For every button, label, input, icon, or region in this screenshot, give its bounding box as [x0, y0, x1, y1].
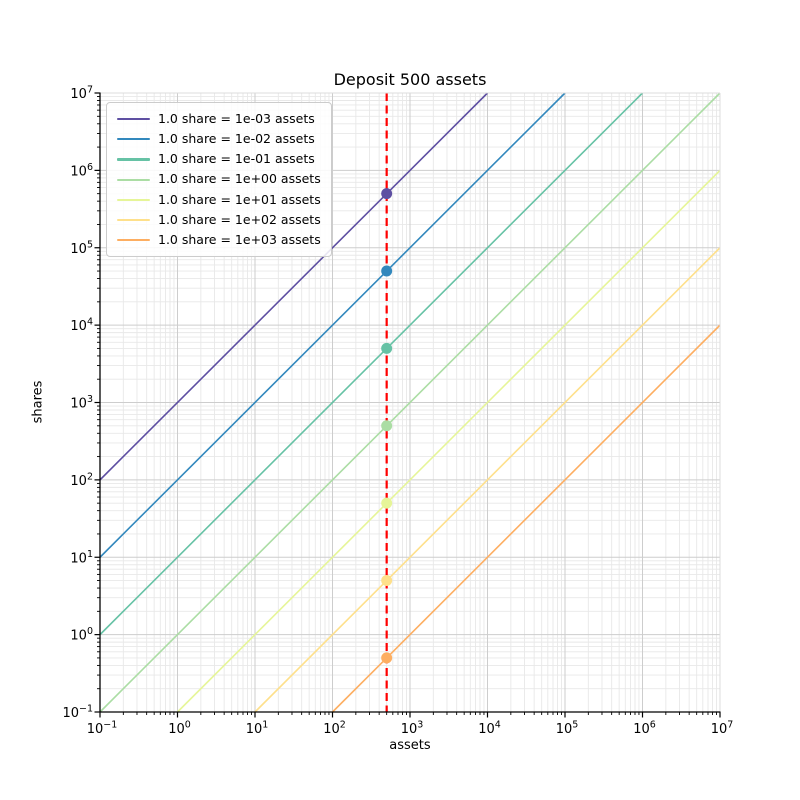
- y-tick-label: 106: [70, 162, 93, 180]
- legend-label: 1.0 share = 1e+03 assets: [158, 231, 321, 247]
- legend-line-swatch: [117, 178, 150, 181]
- x-axis-label: assets: [389, 738, 431, 753]
- legend-line-swatch: [117, 158, 150, 161]
- x-tick-label: 106: [633, 720, 656, 738]
- data-point: [381, 575, 393, 587]
- legend-entry: 1.0 share = 1e+03 assets: [117, 230, 321, 250]
- legend: 1.0 share = 1e-03 assets 1.0 share = 1e-0…: [106, 102, 332, 258]
- series-line: [176, 169, 721, 713]
- x-tick-label: 102: [323, 720, 346, 738]
- data-point: [381, 188, 393, 200]
- legend-line-swatch: [117, 138, 150, 141]
- data-point: [381, 652, 393, 664]
- y-tick-label: 107: [70, 85, 93, 103]
- legend-label: 1.0 share = 1e-01 assets: [158, 151, 315, 167]
- series-line: [99, 92, 721, 713]
- legend-label: 1.0 share = 1e-03 assets: [158, 110, 315, 126]
- legend-line-swatch: [117, 239, 150, 242]
- legend-entry: 1.0 share = 1e+01 assets: [117, 190, 321, 210]
- axis-ticks: [94, 92, 721, 718]
- data-point: [381, 342, 393, 354]
- y-tick-label: 101: [70, 549, 93, 567]
- legend-line-swatch: [117, 218, 150, 222]
- chart-title: Deposit 500 assets: [333, 70, 487, 89]
- x-tick-label: 105: [556, 720, 579, 738]
- x-tick-label: 103: [401, 720, 424, 738]
- x-tick-label: 100: [168, 720, 191, 738]
- y-tick-label: 10−1: [62, 704, 93, 722]
- legend-label: 1.0 share = 1e+00 assets: [158, 171, 321, 187]
- x-tick-label: 10−1: [87, 720, 118, 738]
- x-tick-label: 104: [478, 720, 501, 738]
- legend-entry: 1.0 share = 1e-02 assets: [117, 129, 321, 149]
- y-tick-label: 104: [70, 317, 93, 335]
- series-line: [254, 247, 721, 713]
- series-lines: [99, 92, 721, 713]
- y-tick-label: 105: [70, 239, 93, 257]
- x-tick-label: 107: [711, 720, 734, 738]
- y-tick-label: 102: [70, 471, 93, 489]
- data-point: [381, 497, 393, 509]
- legend-label: 1.0 share = 1e+02 assets: [158, 211, 321, 227]
- series-line: [99, 92, 489, 481]
- series-line: [99, 92, 644, 636]
- legend-label: 1.0 share = 1e-02 assets: [158, 131, 315, 147]
- legend-entry: 1.0 share = 1e+00 assets: [117, 170, 321, 190]
- x-tick-label: 101: [246, 720, 269, 738]
- legend-entry: 1.0 share = 1e-01 assets: [117, 149, 321, 169]
- legend-entry: 1.0 share = 1e-03 assets: [117, 109, 321, 129]
- y-tick-label: 100: [70, 626, 93, 644]
- legend-line-swatch: [117, 198, 150, 201]
- series-line: [331, 324, 721, 713]
- axis-tick-labels: 10−1 100 101 102 103 104 105 106 107 10−1 100 101 10…: [62, 85, 733, 738]
- legend-label: 1.0 share = 1e+01 assets: [158, 191, 321, 207]
- y-tick-label: 103: [70, 394, 93, 412]
- data-point: [381, 265, 393, 277]
- series-line: [99, 92, 566, 558]
- legend-entry: 1.0 share = 1e+02 assets: [117, 210, 321, 230]
- y-axis-label: shares: [30, 380, 46, 424]
- legend-line-swatch: [117, 118, 150, 121]
- data-point: [381, 420, 393, 432]
- data-points: [381, 188, 393, 664]
